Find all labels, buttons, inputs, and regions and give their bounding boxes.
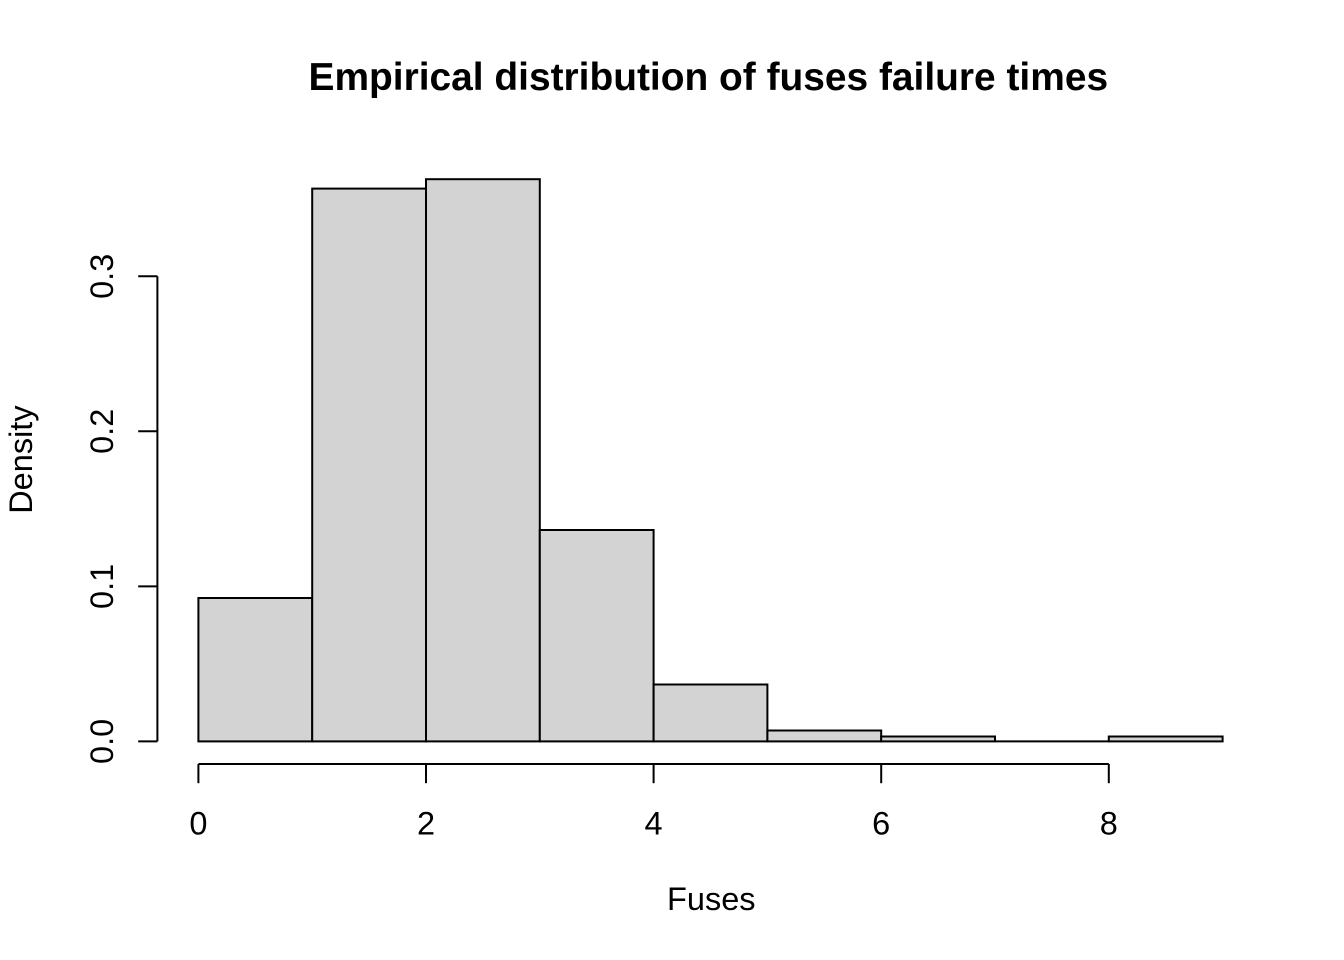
svg-text:0.0: 0.0 [84,719,120,764]
svg-text:0.2: 0.2 [84,409,120,454]
svg-text:Density: Density [3,405,39,514]
svg-text:Fuses: Fuses [667,881,756,917]
svg-text:4: 4 [645,805,663,841]
svg-text:6: 6 [872,805,890,841]
svg-text:0: 0 [189,805,207,841]
svg-text:8: 8 [1100,805,1118,841]
svg-text:2: 2 [417,805,435,841]
svg-text:Empirical distribution of fuse: Empirical distribution of fuses failure … [309,56,1109,99]
svg-text:0.1: 0.1 [84,564,120,609]
svg-text:0.3: 0.3 [84,254,120,299]
